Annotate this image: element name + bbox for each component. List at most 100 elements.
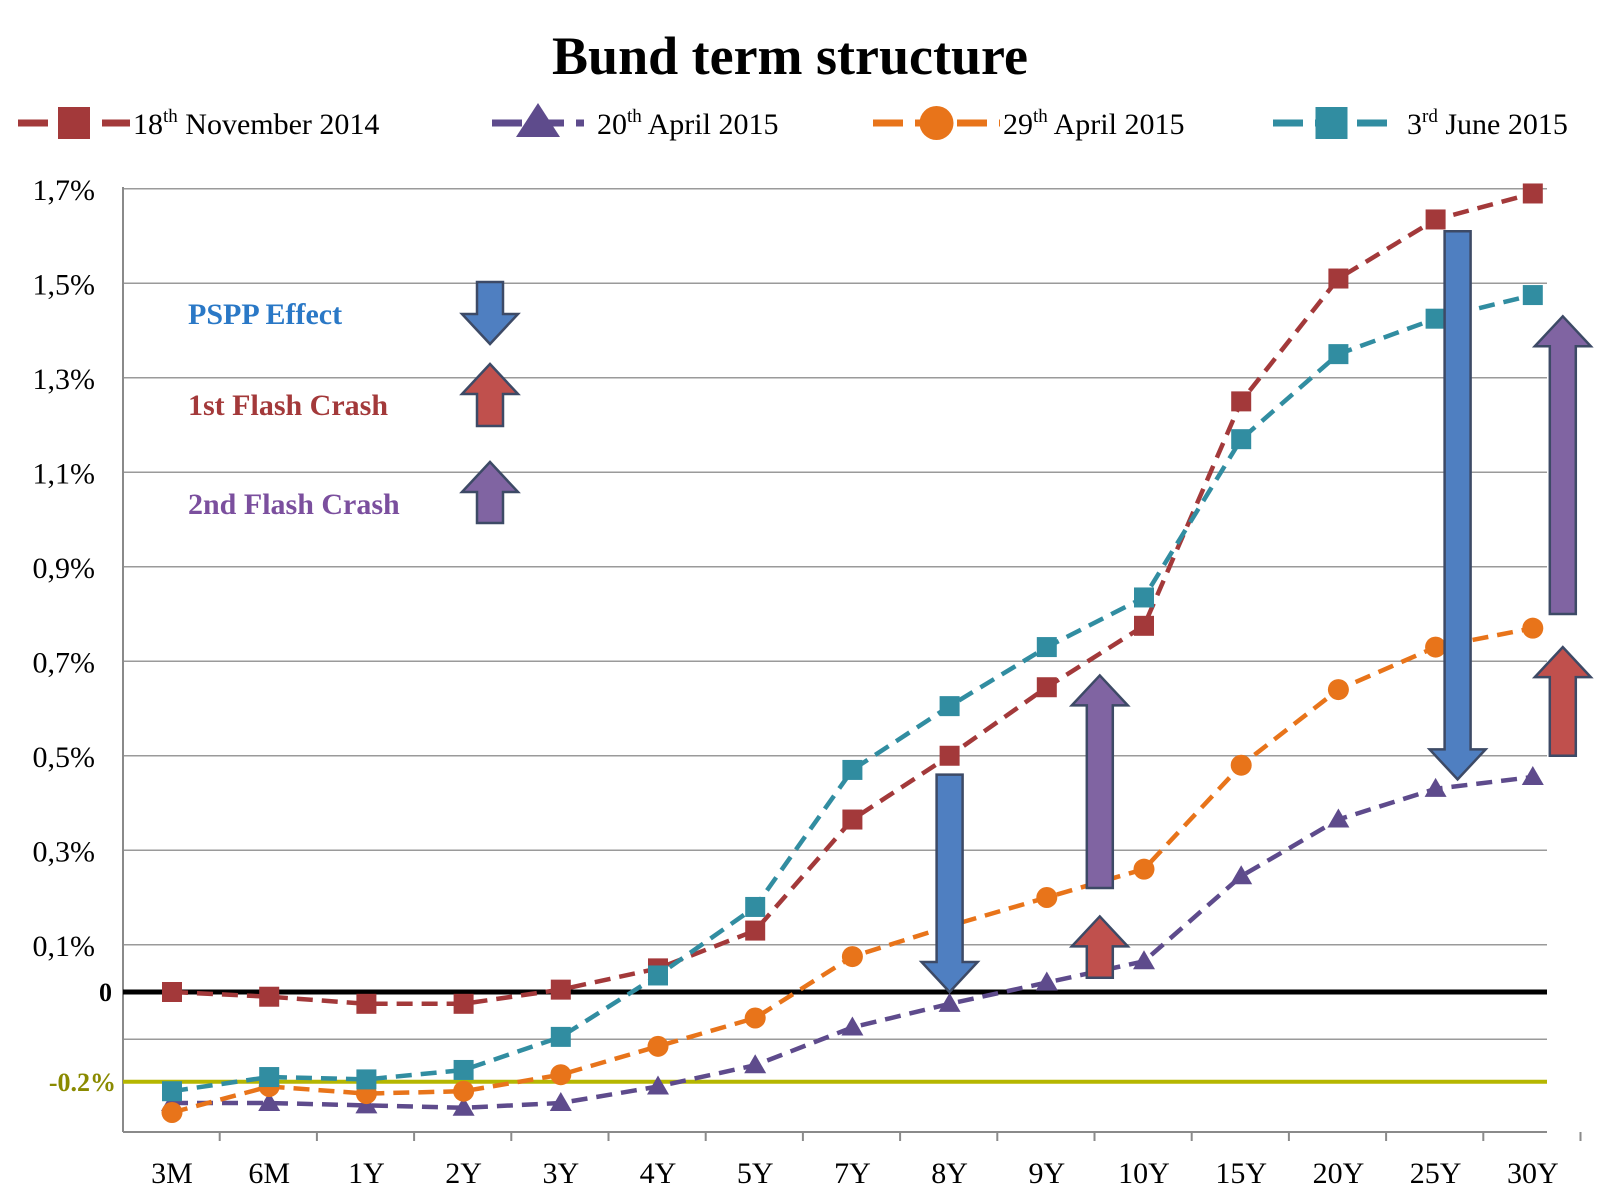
data-point-8y — [939, 696, 960, 717]
y-tick-label: 0,5% — [33, 741, 96, 774]
data-point-8y — [938, 992, 961, 1012]
data-point-9y — [1036, 677, 1057, 698]
data-point-30y — [1522, 285, 1543, 306]
data-point-10y — [1133, 858, 1155, 880]
data-point-2y — [453, 993, 474, 1014]
x-tick-label-30y: 30Y — [1507, 1157, 1559, 1190]
data-point-7y — [842, 759, 863, 780]
data-point-25y — [1425, 636, 1447, 658]
series-layer — [161, 183, 1544, 1123]
legend-marker — [919, 106, 954, 140]
data-point-20y — [1327, 679, 1349, 701]
series-3rd-june-2015 — [162, 285, 1543, 1102]
series-line — [171, 191, 1534, 1007]
legend-label: 3rd June 2015 — [1407, 106, 1568, 141]
legend-label-rest: June 2015 — [1438, 108, 1568, 141]
data-point-7y — [842, 809, 863, 830]
legend-item-20th-april-2015: 20th April 2015 — [492, 103, 778, 141]
annotation-key-arrow-2nd-flash-crash — [459, 460, 521, 525]
annotation-label-1st-flash-crash: 1st Flash Crash — [188, 389, 388, 422]
x-tick-label-2y: 2Y — [445, 1157, 482, 1190]
data-point-6m — [258, 1092, 281, 1112]
annotation-key-arrow-pspp-effect — [459, 280, 521, 346]
data-point-15y — [1230, 865, 1253, 885]
legend-label: 18th November 2014 — [133, 106, 379, 141]
y-tick-label: 1,1% — [33, 457, 96, 490]
chart-title: Bund term structure — [552, 26, 1028, 86]
legend-label-base: 3 — [1407, 108, 1422, 141]
x-tick-label-7y: 7Y — [834, 1157, 871, 1190]
y-tick-label: 1,5% — [33, 268, 96, 301]
legend-label-rest: April 2015 — [1048, 108, 1185, 141]
series-18th-november-2014 — [162, 183, 1543, 1014]
annotation-arrows — [918, 230, 1594, 994]
data-point-3y — [550, 1064, 572, 1086]
data-point-15y — [1231, 391, 1252, 412]
y-tick-label: 0,1% — [33, 930, 96, 963]
x-tick-label-1y: 1Y — [348, 1157, 385, 1190]
x-tick-label-15y: 15Y — [1215, 1157, 1267, 1190]
legend-label-sup: rd — [1422, 106, 1438, 127]
data-point-20y — [1327, 808, 1350, 828]
data-point-30y — [1522, 183, 1543, 204]
data-point-15y — [1230, 754, 1252, 776]
data-point-2y — [453, 1080, 475, 1102]
y-tick-label: 0,7% — [33, 646, 96, 679]
legend-label: 29th April 2015 — [1003, 106, 1184, 141]
data-point-5y — [745, 920, 766, 941]
reference-line-label: -0.2% — [49, 1068, 116, 1097]
data-point-9y — [1035, 971, 1058, 991]
x-tick-label-8y: 8Y — [931, 1157, 968, 1190]
legend-label-sup: th — [1033, 106, 1048, 127]
data-point-15y — [1231, 429, 1252, 450]
x-tick-label-4y: 4Y — [640, 1157, 677, 1190]
legend-label-rest: November 2014 — [178, 108, 380, 141]
legend-label-base: 20 — [597, 108, 627, 141]
legend-label-base: 29 — [1003, 108, 1033, 141]
data-point-3m — [161, 1101, 183, 1123]
data-point-4y — [647, 1075, 669, 1095]
annotation-key-arrow-1st-flash-crash — [459, 362, 521, 428]
arrow-1st-flash-crash-30y — [1531, 645, 1594, 758]
data-point-10y — [1134, 587, 1154, 608]
data-point-5y — [744, 1007, 766, 1029]
data-point-10y — [1133, 950, 1155, 970]
data-point-1y — [356, 1069, 377, 1090]
data-point-3m — [162, 982, 182, 1002]
data-point-3y — [550, 1026, 571, 1047]
legend-item-29th-april-2015: 29th April 2015 — [873, 106, 1184, 141]
annotation-key: PSPP Effect 1st Flash Crash 2nd Flash Cras… — [188, 280, 521, 525]
data-point-3y — [550, 979, 571, 1000]
x-tick-label-25y: 25Y — [1410, 1157, 1462, 1190]
data-point-7y — [841, 946, 863, 968]
arrow-pspp-effect-25y — [1426, 230, 1489, 782]
data-point-25y — [1425, 308, 1446, 329]
x-tick-label-10y: 10Y — [1118, 1157, 1170, 1190]
x-tick-label-6m: 6M — [248, 1157, 290, 1190]
annotation-label-2nd-flash-crash: 2nd Flash Crash — [188, 488, 400, 521]
data-point-6m — [259, 1067, 280, 1088]
data-point-30y — [1521, 766, 1544, 786]
data-point-3y — [549, 1092, 572, 1112]
grid — [123, 188, 1547, 1040]
legend-label-base: 18 — [133, 108, 163, 141]
data-point-4y — [647, 1035, 669, 1057]
arrow-2nd-flash-crash-9y — [1068, 673, 1131, 890]
legend-item-18th-november-2014: 18th November 2014 — [18, 106, 379, 141]
data-point-2y — [452, 1096, 475, 1116]
axes: 1,7% 1,5% 1,3% 1,1% 0,9% 0,7% 0,5% 0,3% 0,1% 3M 6M… — [33, 174, 1582, 1190]
x-tick-label-5y: 5Y — [737, 1157, 774, 1190]
y-tick-label: 1,3% — [33, 363, 96, 396]
legend-marker — [516, 103, 560, 137]
data-point-6m — [259, 986, 280, 1007]
arrow-1st-flash-crash-9y — [1068, 914, 1131, 980]
data-point-2y — [453, 1059, 474, 1080]
x-tick-label-3y: 3Y — [542, 1157, 579, 1190]
legend-label: 20th April 2015 — [597, 106, 778, 141]
data-point-5y — [744, 1054, 767, 1074]
x-tick-label-3m: 3M — [151, 1157, 193, 1190]
series-29th-april-2015 — [161, 617, 1544, 1123]
legend-marker — [58, 107, 90, 139]
legend-label-sup: th — [163, 106, 178, 127]
